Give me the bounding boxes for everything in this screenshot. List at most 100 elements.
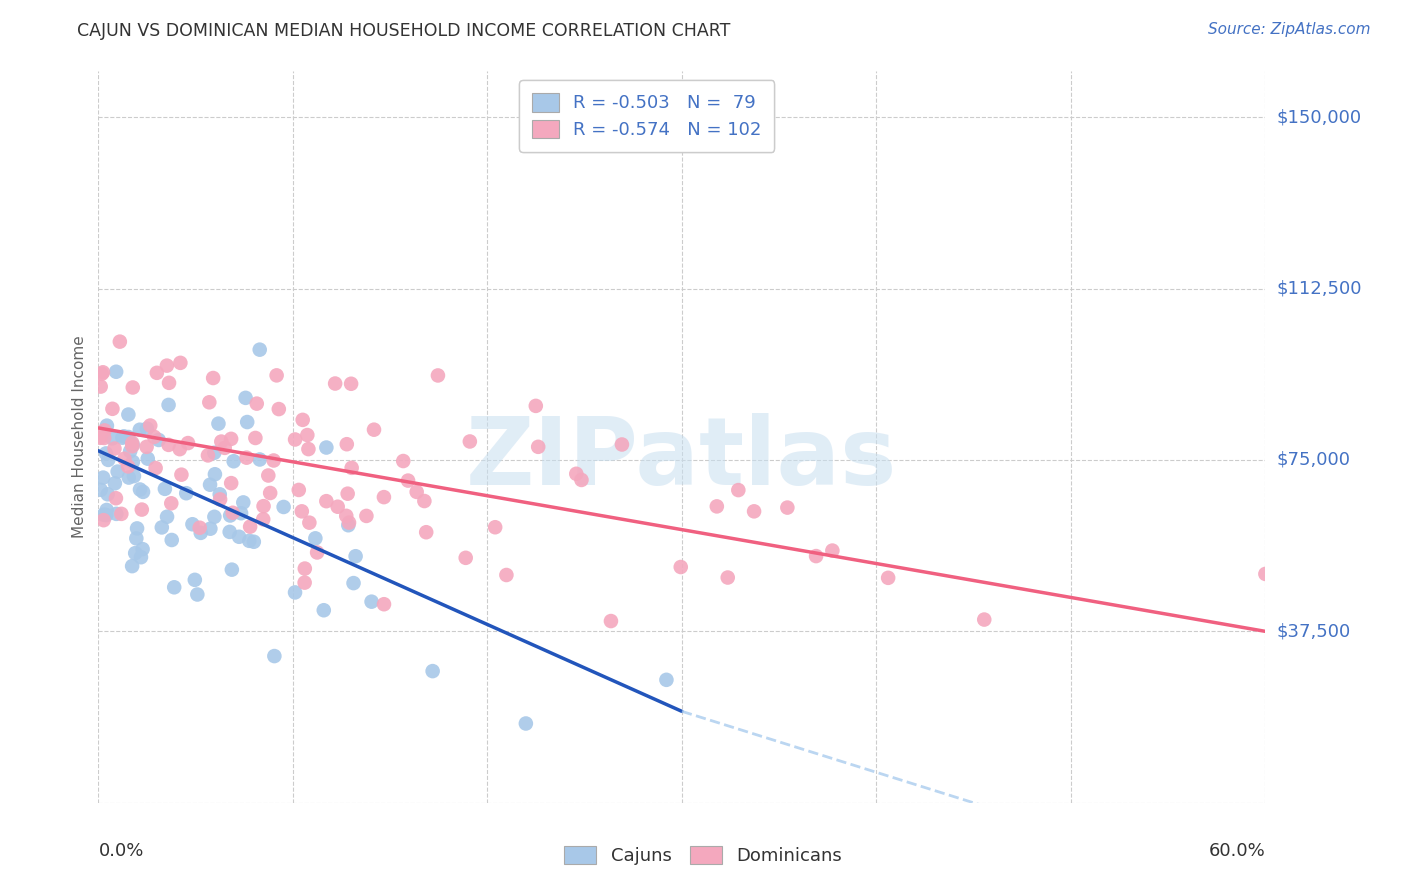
Point xyxy=(174,486,197,500)
Point xyxy=(326,500,349,514)
Point xyxy=(202,446,225,460)
Point xyxy=(717,570,740,584)
Point xyxy=(221,563,243,577)
Point xyxy=(246,396,269,410)
Point xyxy=(143,430,166,444)
Point xyxy=(200,522,222,536)
Point xyxy=(208,487,231,501)
Point xyxy=(125,521,148,535)
Point xyxy=(118,470,141,484)
Point xyxy=(97,453,120,467)
Point xyxy=(405,484,427,499)
Point xyxy=(495,568,517,582)
Point xyxy=(156,359,179,373)
Point xyxy=(186,587,208,601)
Point xyxy=(209,434,232,449)
Point xyxy=(198,477,221,491)
Legend: R = -0.503   N =  79, R = -0.574   N = 102: R = -0.503 N = 79, R = -0.574 N = 102 xyxy=(519,80,775,152)
Point xyxy=(821,543,844,558)
Point xyxy=(101,431,124,445)
Point xyxy=(298,516,321,530)
Point xyxy=(238,533,260,548)
Point xyxy=(181,517,204,532)
Point xyxy=(304,532,326,546)
Point xyxy=(219,508,242,523)
Point xyxy=(335,508,357,523)
Point xyxy=(148,433,170,447)
Point xyxy=(235,391,257,405)
Point xyxy=(257,468,280,483)
Point xyxy=(259,486,281,500)
Point xyxy=(121,455,143,469)
Text: 0.0%: 0.0% xyxy=(98,842,143,860)
Point xyxy=(188,521,211,535)
Point xyxy=(131,502,153,516)
Point xyxy=(97,487,120,501)
Point xyxy=(297,442,319,456)
Point xyxy=(252,499,274,513)
Point xyxy=(219,476,242,491)
Point xyxy=(170,467,193,482)
Point xyxy=(114,451,136,466)
Point xyxy=(249,343,271,357)
Point xyxy=(294,575,316,590)
Point xyxy=(121,380,143,394)
Point xyxy=(209,492,232,507)
Point xyxy=(727,483,749,497)
Point xyxy=(121,438,143,452)
Point xyxy=(706,500,728,514)
Point xyxy=(160,533,183,547)
Text: $75,000: $75,000 xyxy=(1277,451,1351,469)
Point xyxy=(122,469,145,483)
Text: $150,000: $150,000 xyxy=(1277,108,1361,126)
Point xyxy=(422,664,444,678)
Text: $112,500: $112,500 xyxy=(1277,279,1362,298)
Point xyxy=(776,500,799,515)
Point xyxy=(202,371,225,385)
Point xyxy=(249,452,271,467)
Point xyxy=(117,408,139,422)
Text: Source: ZipAtlas.com: Source: ZipAtlas.com xyxy=(1208,22,1371,37)
Point xyxy=(117,430,139,444)
Point xyxy=(93,431,115,445)
Point xyxy=(236,415,259,429)
Point xyxy=(232,495,254,509)
Point xyxy=(426,368,449,383)
Point xyxy=(89,431,111,445)
Point xyxy=(160,496,183,510)
Point xyxy=(120,444,142,458)
Point xyxy=(484,520,506,534)
Point xyxy=(243,534,266,549)
Point xyxy=(454,550,477,565)
Point xyxy=(413,494,436,508)
Point xyxy=(157,398,180,412)
Point xyxy=(96,508,118,522)
Point xyxy=(373,490,395,504)
Point xyxy=(291,504,314,518)
Point xyxy=(145,461,167,475)
Point xyxy=(96,503,118,517)
Point xyxy=(307,545,329,559)
Point xyxy=(396,474,419,488)
Point xyxy=(94,446,117,460)
Text: 60.0%: 60.0% xyxy=(1209,842,1265,860)
Point xyxy=(263,649,285,664)
Point xyxy=(600,614,623,628)
Point xyxy=(156,509,179,524)
Point xyxy=(228,530,250,544)
Point xyxy=(804,549,827,563)
Point xyxy=(336,437,359,451)
Point xyxy=(131,542,153,557)
Point xyxy=(104,491,127,506)
Point xyxy=(229,506,252,520)
Point xyxy=(524,399,547,413)
Point xyxy=(245,431,267,445)
Point xyxy=(146,366,169,380)
Point xyxy=(284,433,307,447)
Point xyxy=(111,431,134,445)
Point xyxy=(340,376,363,391)
Point xyxy=(235,450,257,465)
Point xyxy=(90,483,112,497)
Point xyxy=(1254,566,1277,581)
Point xyxy=(267,402,290,417)
